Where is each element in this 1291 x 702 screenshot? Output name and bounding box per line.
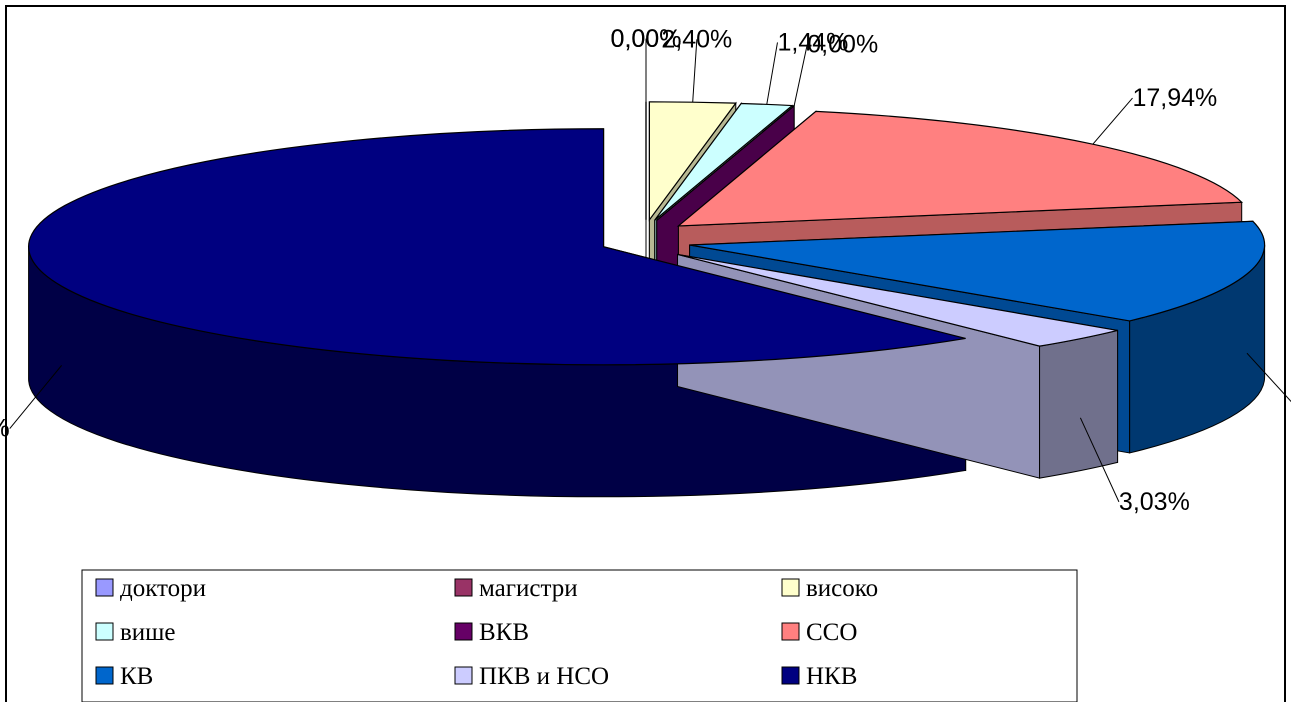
legend-entry-7: ПКВ и НСО	[479, 663, 609, 690]
legend-swatch-1	[454, 578, 473, 597]
data-label-0: 0,00%	[611, 25, 682, 53]
legend-entry-6: КВ	[120, 663, 153, 690]
slice-4	[656, 105, 795, 221]
data-label-3: 1,44%	[777, 28, 848, 56]
legend-swatch-2	[781, 578, 800, 597]
leader-line-2	[692, 39, 698, 103]
slice-5	[676, 110, 1244, 227]
leader-line-3	[766, 42, 778, 105]
legend-entry-3: више	[120, 619, 176, 646]
slice-7	[677, 253, 1118, 347]
legend-swatch-6	[95, 666, 114, 685]
leader-line-5	[1092, 97, 1133, 145]
slice-3	[654, 102, 794, 221]
legend-swatch-3	[95, 622, 114, 641]
slice-8	[27, 128, 966, 366]
legend-swatch-0	[95, 578, 114, 597]
legend-entry-8: НКВ	[806, 663, 857, 690]
data-label-2: 2,40%	[661, 25, 732, 53]
data-label-1: 0,00%	[611, 25, 682, 53]
legend-swatch-5	[781, 622, 800, 641]
leader-line-4	[793, 44, 808, 106]
data-label-7: 3,03%	[1119, 488, 1190, 516]
data-label-5: 17,94%	[1133, 84, 1218, 112]
data-label-8: 60,84%	[0, 415, 10, 443]
legend-entry-4: ВКВ	[479, 619, 529, 646]
legend-swatch-8	[781, 666, 800, 685]
leader-line-8	[9, 365, 62, 429]
data-label-4: 0,00%	[807, 30, 878, 58]
legend-entry-1: магистри	[479, 575, 578, 602]
slice-2	[648, 101, 737, 222]
legend-entry-0: доктори	[120, 575, 206, 602]
legend-box	[81, 569, 1078, 702]
slice-6	[689, 220, 1266, 322]
legend-entry-5: ССО	[806, 619, 857, 646]
legend-entry-2: високо	[806, 575, 878, 602]
leader-line-7	[1079, 417, 1120, 503]
leader-line-6	[1246, 352, 1291, 403]
legend-swatch-4	[454, 622, 473, 641]
legend-swatch-7	[454, 666, 473, 685]
